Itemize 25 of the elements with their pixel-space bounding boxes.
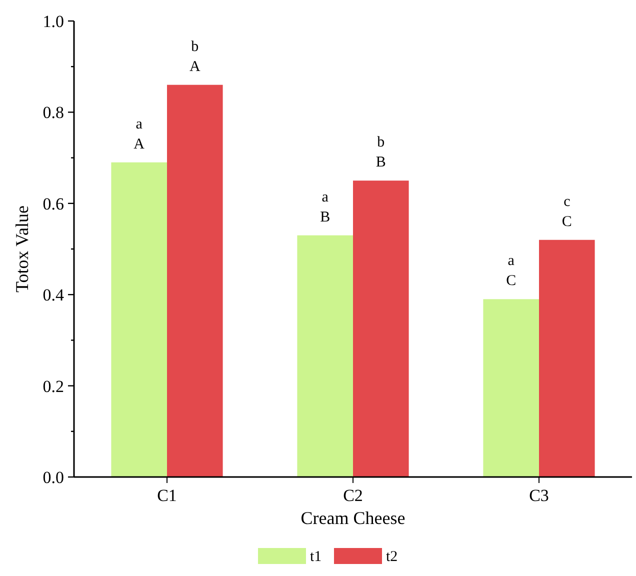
x-tick-label: C1: [157, 486, 177, 505]
y-tick-label: 0.8: [42, 103, 64, 122]
legend-label: t2: [386, 549, 398, 565]
bar: [483, 299, 539, 477]
x-axis-title: Cream Cheese: [300, 508, 406, 528]
y-tick-label: 0.4: [42, 286, 64, 305]
x-tick-label: C2: [343, 486, 363, 505]
bar: [539, 240, 595, 477]
legend-label: t1: [310, 549, 322, 565]
annotation: c C: [562, 194, 572, 230]
annotation: a A: [134, 116, 145, 152]
annotation: a C: [506, 253, 516, 290]
bar: [167, 84, 223, 477]
bar: [111, 162, 167, 477]
y-tick-label: 0.2: [42, 376, 64, 396]
bar: [353, 180, 409, 477]
bar: [297, 235, 353, 477]
annotation: a B: [320, 189, 330, 226]
x-tick-label: C3: [529, 486, 549, 505]
annotation: b A: [189, 38, 200, 75]
y-tick-label: 0.6: [42, 194, 64, 214]
annotation: b B: [376, 134, 386, 171]
y-axis-title: Totox Value: [12, 206, 32, 292]
y-tick-label: 1.0: [42, 12, 64, 31]
y-tick-label: 0.0: [42, 468, 64, 487]
